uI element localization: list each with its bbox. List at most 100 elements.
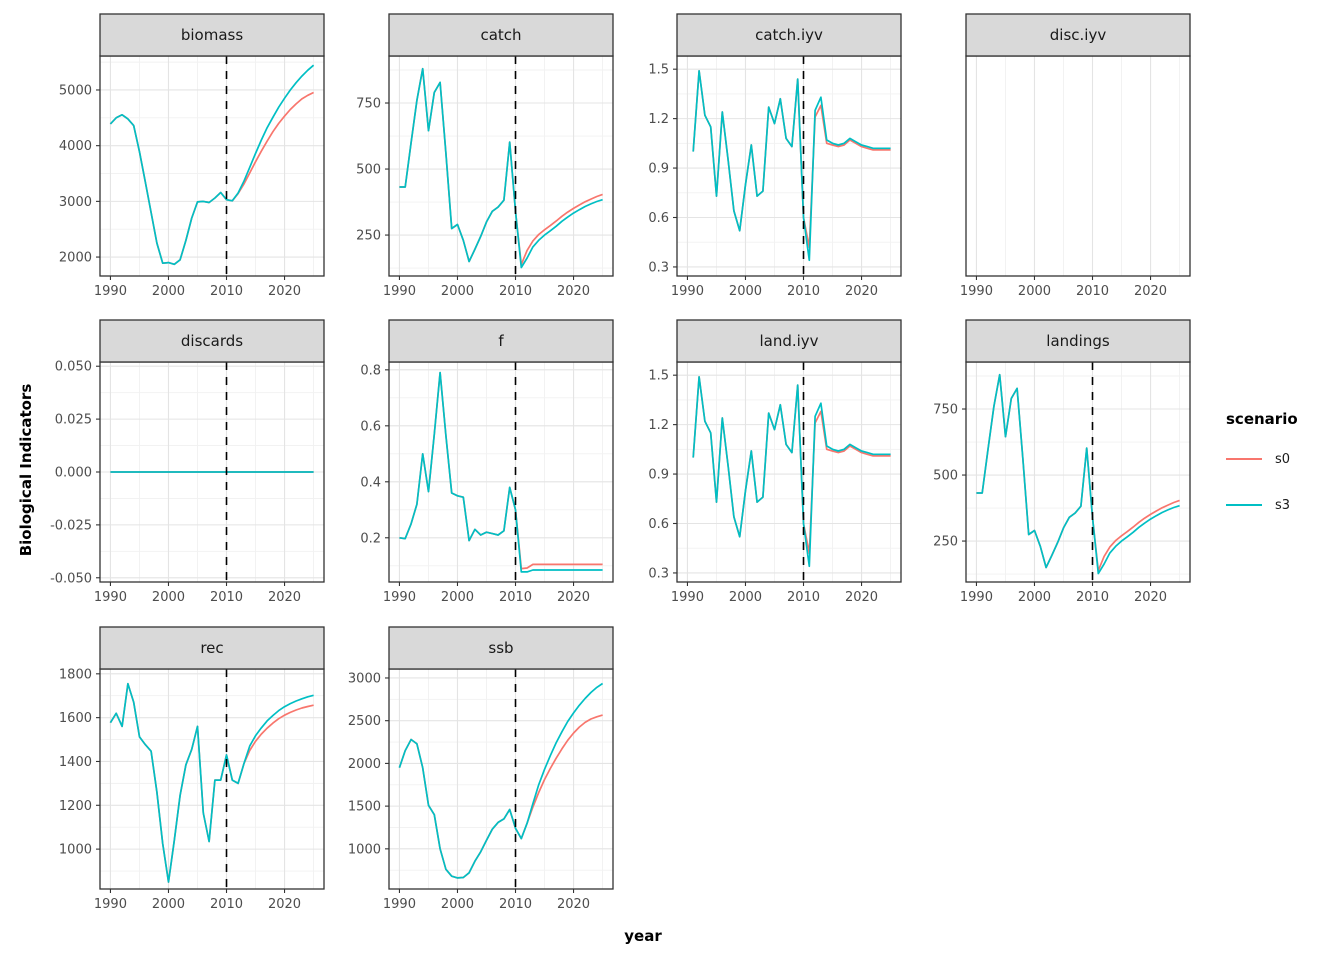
x-tick-label: 2010 (499, 284, 532, 299)
series-line-f-s3 (399, 371, 603, 573)
y-tick-label: 1200 (59, 799, 92, 814)
x-tick-label: 2000 (729, 284, 762, 299)
facet-strip-catch.iyv (676, 13, 902, 57)
x-tick-label: 1990 (671, 590, 704, 605)
x-tick-label: 2020 (268, 284, 301, 299)
y-tick-label: 1500 (348, 800, 381, 815)
series-line-ssb-s3 (398, 682, 604, 879)
facet-title-catch.iyv: catch.iyv (755, 26, 823, 44)
x-tick-label: 2000 (441, 897, 474, 912)
x-tick-label: 2000 (152, 590, 185, 605)
facet-title-disc.iyv: disc.iyv (1050, 26, 1107, 44)
series-line-land.iyv-s3 (692, 375, 891, 568)
x-tick-label: 1990 (94, 284, 127, 299)
panel-background (389, 362, 613, 582)
legend: scenario s0 s3 (1226, 410, 1298, 536)
y-tick-label: 0.2 (360, 531, 381, 546)
x-tick-label: 2020 (268, 897, 301, 912)
y-tick-label: 1000 (348, 842, 381, 857)
y-tick-label: 1.2 (648, 112, 669, 127)
facet-strip-f (388, 319, 614, 363)
series-line-catch-s3 (399, 67, 603, 269)
facet-landings: landings 250 500 750 1990 2000 2010 2020 (933, 319, 1191, 605)
x-tick-label: 2010 (787, 590, 820, 605)
y-tick-label: 0.9 (648, 468, 669, 483)
panel-background (389, 56, 613, 276)
panel-background (966, 362, 1190, 582)
y-tick-label: 0.4 (360, 475, 381, 490)
x-tick-label: 1990 (383, 284, 416, 299)
x-tick-label: 2010 (787, 284, 820, 299)
y-tick-label: 0.000 (55, 466, 92, 481)
y-tick-label: 500 (933, 469, 958, 484)
y-tick-label: 0.9 (648, 162, 669, 177)
facet-ssb: ssb 1000 1500 2000 2500 3000 1990 2000 2010 2020 (348, 626, 614, 912)
series-line-catch.iyv-s3 (692, 69, 891, 262)
y-tick-label: 1.2 (648, 418, 669, 433)
facet-title-land.iyv: land.iyv (759, 332, 818, 350)
y-tick-label: 0.025 (55, 413, 92, 428)
y-tick-label: 4000 (59, 139, 92, 154)
y-tick-label: 0.3 (648, 566, 669, 581)
x-tick-label: 2000 (1018, 590, 1051, 605)
facet-land.iyv: land.iyv 0.3 0.6 0.9 1.2 1.5 1990 2000 2010 2020 (648, 319, 902, 605)
x-tick-label: 2020 (557, 284, 590, 299)
legend-key-line-s3 (1226, 504, 1262, 506)
panel-background (100, 56, 324, 276)
y-tick-label: 2000 (348, 757, 381, 772)
facet-strip-landings (965, 319, 1191, 363)
y-tick-label: 250 (933, 535, 958, 550)
y-tick-label: 5000 (59, 83, 92, 98)
y-tick-label: 0.8 (360, 363, 381, 378)
y-tick-label: 2500 (348, 714, 381, 729)
facet-strip-land.iyv (676, 319, 902, 363)
facet-strip-ssb (388, 626, 614, 670)
y-tick-label: 1.5 (648, 63, 669, 78)
facet-disc.iyv: disc.iyv 1990 2000 2010 2020 (960, 13, 1191, 299)
y-tick-label: -0.050 (50, 571, 92, 586)
x-tick-label: 2020 (268, 590, 301, 605)
x-tick-label: 2000 (441, 284, 474, 299)
x-tick-label: 2010 (210, 284, 243, 299)
x-tick-label: 2020 (1134, 284, 1167, 299)
y-tick-label: 1600 (59, 711, 92, 726)
panel-background (677, 362, 901, 582)
y-tick-label: 0.3 (648, 260, 669, 275)
x-tick-label: 2010 (210, 590, 243, 605)
y-tick-label: 3000 (59, 195, 92, 210)
panel-background (677, 56, 901, 276)
series-line-rec-s3 (109, 682, 314, 883)
x-tick-label: 2020 (1134, 590, 1167, 605)
y-tick-label: 0.6 (648, 211, 669, 226)
y-tick-label: 2000 (59, 251, 92, 266)
facet-title-rec: rec (200, 639, 223, 657)
legend-item-s3: s3 (1226, 490, 1298, 520)
x-tick-label: 2000 (729, 590, 762, 605)
y-tick-label: 1400 (59, 755, 92, 770)
y-tick-label: 3000 (348, 671, 381, 686)
y-tick-label: 750 (356, 97, 381, 112)
x-tick-label: 2000 (441, 590, 474, 605)
panel-background (389, 669, 613, 889)
y-tick-label: 0.6 (360, 419, 381, 434)
x-tick-label: 2010 (499, 897, 532, 912)
series-line-biomass-s3 (109, 64, 315, 266)
x-tick-label: 2000 (152, 284, 185, 299)
facet-title-biomass: biomass (181, 26, 243, 44)
x-axis-title: year (624, 927, 662, 945)
x-tick-label: 1990 (671, 284, 704, 299)
y-tick-label: 1.5 (648, 369, 669, 384)
y-tick-label: 250 (356, 229, 381, 244)
facet-title-f: f (498, 332, 504, 350)
x-tick-label: 1990 (960, 590, 993, 605)
y-tick-label: 1800 (59, 667, 92, 682)
facet-rec: rec 1000 1200 1400 1600 1800 1990 2000 2010 2020 (59, 626, 325, 912)
facet-strip-discards (99, 319, 325, 363)
x-tick-label: 1990 (960, 284, 993, 299)
x-tick-label: 1990 (383, 590, 416, 605)
facet-catch.iyv: catch.iyv 0.3 0.6 0.9 1.2 1.5 1990 2000 2010 2020 (648, 13, 902, 299)
y-tick-label: 1000 (59, 843, 92, 858)
facet-title-catch: catch (480, 26, 521, 44)
